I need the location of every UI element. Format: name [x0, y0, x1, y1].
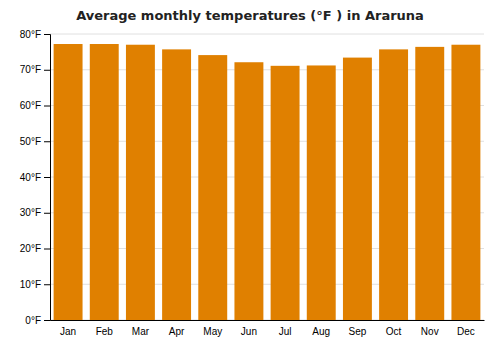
y-tick-mark: [44, 249, 50, 250]
y-tick: 40°F: [20, 172, 50, 183]
x-tick-label: Apr: [169, 326, 185, 337]
bar: [271, 66, 300, 320]
y-tick: 20°F: [20, 243, 50, 254]
y-tick-mark: [44, 284, 50, 285]
y-tick-label: 0°F: [25, 315, 41, 326]
y-tick-mark: [44, 177, 50, 178]
y-tick-label: 80°F: [20, 29, 41, 40]
y-tick: 70°F: [20, 64, 50, 75]
bar: [234, 62, 263, 320]
x-tick: May: [203, 326, 222, 337]
bar: [307, 65, 336, 320]
y-tick-label: 10°F: [20, 279, 41, 290]
chart: 0°F 10°F 20°F 30°F 40°F 50°F 60°F 70°F 80°F Jan Fe…: [0, 0, 500, 350]
x-tick: Jan: [60, 326, 76, 337]
y-tick: 60°F: [20, 100, 50, 111]
y-tick: 30°F: [20, 207, 50, 218]
plot: 0°F 10°F 20°F 30°F 40°F 50°F 60°F 70°F 80°F Jan Fe…: [20, 29, 485, 337]
x-tick: Jul: [279, 326, 292, 337]
y-tick-label: 60°F: [20, 100, 41, 111]
bar: [379, 49, 408, 320]
y-tick-label: 30°F: [20, 207, 41, 218]
grid-line: [50, 34, 484, 35]
x-tick: Feb: [96, 326, 114, 337]
y-tick-label: 70°F: [20, 64, 41, 75]
x-tick-label: Dec: [457, 326, 475, 337]
x-axis-line: [51, 320, 485, 321]
y-tick-label: 40°F: [20, 172, 41, 183]
x-tick-label: Oct: [386, 326, 402, 337]
bar: [198, 55, 227, 320]
y-tick-mark: [44, 141, 50, 142]
bar: [90, 44, 119, 320]
x-tick-label: Jun: [241, 326, 257, 337]
x-tick-label: Nov: [421, 326, 439, 337]
x-axis: Jan Feb Mar Apr May Jun Jul Aug Sep Oct Nov Dec: [51, 321, 485, 338]
x-tick-label: Sep: [349, 326, 367, 337]
bar: [126, 45, 155, 320]
grid: [50, 34, 484, 320]
x-tick-label: Jul: [279, 326, 292, 337]
x-tick-label: Mar: [132, 326, 150, 337]
y-tick-label: 50°F: [20, 136, 41, 147]
y-tick-label: 20°F: [20, 243, 41, 254]
x-tick-label: Aug: [312, 326, 330, 337]
bar: [162, 49, 191, 320]
y-tick-mark: [44, 70, 50, 71]
bars: [54, 44, 481, 320]
x-tick: Oct: [386, 326, 402, 337]
x-tick: Apr: [169, 326, 185, 337]
y-tick: 10°F: [20, 279, 50, 290]
x-tick: Mar: [132, 326, 150, 337]
y-axis: 0°F 10°F 20°F 30°F 40°F 50°F 60°F 70°F 80°F: [20, 29, 51, 326]
x-tick: Jun: [241, 326, 257, 337]
y-tick-mark: [44, 34, 50, 35]
x-tick-label: May: [203, 326, 222, 337]
x-tick: Dec: [457, 326, 475, 337]
bar: [54, 44, 83, 320]
y-tick: 80°F: [20, 29, 50, 40]
y-tick: 50°F: [20, 136, 50, 147]
y-tick-mark: [44, 106, 50, 107]
x-tick: Aug: [312, 326, 330, 337]
x-tick: Nov: [421, 326, 439, 337]
x-tick: Sep: [349, 326, 367, 337]
y-tick-mark: [44, 320, 50, 321]
title: Average monthly temperatures (°F ) in Ar…: [76, 8, 424, 23]
bar: [451, 45, 480, 320]
y-tick-mark: [44, 213, 50, 214]
bar: [415, 47, 444, 320]
x-tick-label: Jan: [60, 326, 76, 337]
x-tick-label: Feb: [96, 326, 114, 337]
y-axis-line: [44, 35, 51, 321]
bar: [343, 58, 372, 320]
y-tick: 0°F: [25, 315, 50, 326]
